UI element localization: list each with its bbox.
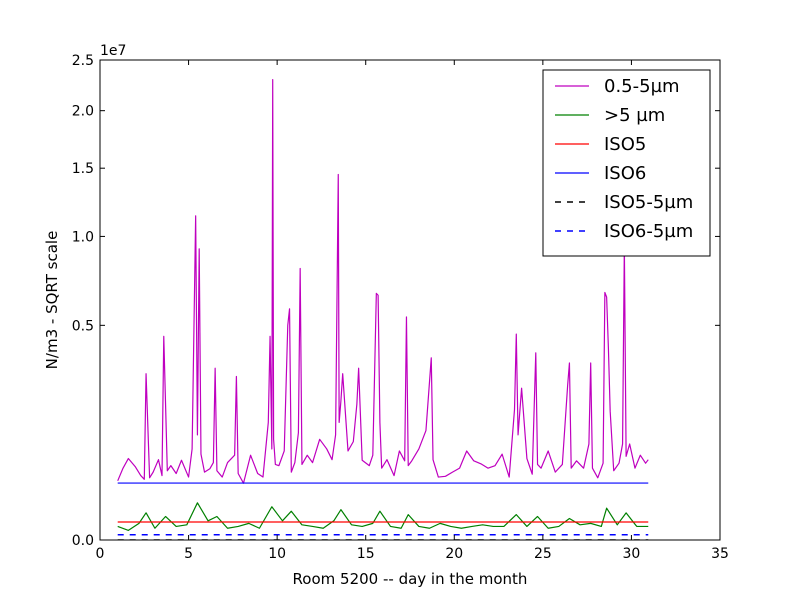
x-axis-label: Room 5200 -- day in the month [293, 570, 528, 588]
plot-frame [99, 59, 721, 541]
series-line-0 [117, 78, 649, 484]
x-tick-label: 20 [445, 546, 463, 562]
x-tick-label: 5 [184, 546, 193, 562]
y-tick-label: 2.0 [72, 104, 94, 120]
x-tick-label: 30 [623, 546, 641, 562]
legend-box [542, 69, 711, 257]
legend-label: ISO6-5µm [604, 221, 693, 242]
x-tick-label: 0 [96, 546, 105, 562]
series-line-1 [117, 502, 649, 532]
y-multiplier-label: 1e7 [100, 43, 126, 59]
y-tick-label: 1.5 [72, 161, 94, 177]
legend: 0.5-5µm >5 µm ISO5 ISO6 ISO5-5µm ISO6-5µm [542, 69, 711, 257]
x-tick-label: 25 [534, 546, 552, 562]
y-axis-label: N/m3 - SQRT scale [43, 231, 61, 370]
legend-label: >5 µm [604, 105, 665, 126]
legend-label: ISO5-5µm [604, 192, 693, 213]
legend-label: ISO5 [604, 134, 646, 155]
y-tick-label: 0.0 [72, 533, 94, 549]
legend-label: 0.5-5µm [604, 76, 680, 97]
y-tick-label: 0.5 [72, 318, 94, 334]
y-tick-label: 1.0 [72, 229, 94, 245]
series-group [117, 78, 649, 540]
x-tick-label: 15 [357, 546, 375, 562]
x-tick-label: 35 [711, 546, 729, 562]
y-tick-label: 2.5 [72, 53, 94, 69]
x-tick-label: 10 [268, 546, 286, 562]
legend-label: ISO6 [604, 163, 646, 184]
